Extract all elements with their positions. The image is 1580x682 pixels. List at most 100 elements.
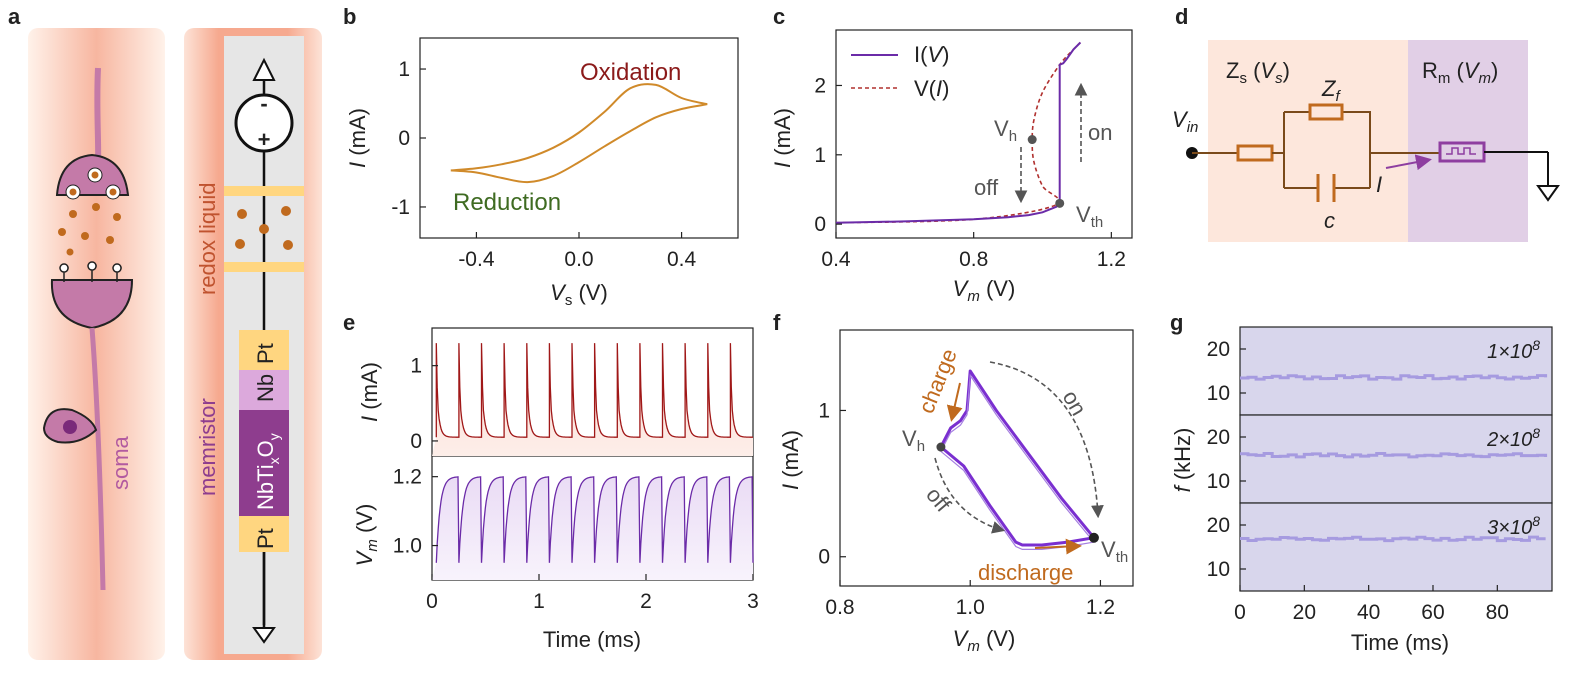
plot-g-row-3-ytick-label: 10	[1207, 558, 1230, 581]
memristor-label: memristor	[195, 398, 220, 496]
plot-f-frame	[839, 329, 1134, 587]
layer-pt-bottom	[239, 516, 289, 552]
plot-e-ylabel-top: I (mA)	[357, 362, 382, 422]
plot-g-row-3-xtick-label: 20	[1293, 601, 1316, 624]
on-arc-arrow	[989, 361, 1104, 519]
row-label-1: 1×108	[1487, 337, 1540, 363]
postsynaptic-terminal	[50, 279, 134, 330]
vh-label-main: V	[902, 426, 917, 451]
cv-curve	[450, 83, 708, 184]
plot-c-ylabel: I (mA)	[770, 108, 795, 168]
row-2-mantissa: 2	[1486, 429, 1498, 451]
frequency-trace-3	[1240, 535, 1546, 543]
plot-f-ylabel: I (mA)	[778, 430, 803, 490]
plot-b-ytick-label: 0	[398, 127, 410, 150]
plot-g-row-3-xtick-label: 60	[1421, 601, 1444, 624]
panel-label-a: a	[8, 4, 21, 29]
legend-vi-label: V(I)	[914, 76, 949, 101]
plot-c-xtick-label: 0.4	[821, 248, 851, 271]
legend-iv-pre: I(	[914, 42, 928, 67]
row-3-times: ×10	[1498, 517, 1532, 539]
i-label: I	[1376, 172, 1382, 197]
vh-label-sub: h	[1009, 128, 1017, 145]
current-arrow	[1385, 154, 1432, 171]
reduction-label: Reduction	[453, 189, 561, 216]
plot-g-xlabel: Time (ms)	[1351, 630, 1449, 655]
plot-g-row-2	[1239, 414, 1553, 504]
current-spike-trace	[435, 343, 753, 438]
plot-c-ytick-label: 1	[814, 144, 826, 167]
minus-sign: -	[260, 91, 267, 116]
rm-arg: V	[1464, 58, 1481, 83]
plot-e-ylabel-bottom-unit: (V)	[352, 504, 377, 539]
panel-d-circuit: Zs (Vs) Rm (Vm) Vin Zf c I	[1172, 40, 1560, 242]
plot-f-xtick-label: 0.8	[825, 596, 854, 619]
plot-c-ytick-label: 0	[814, 213, 826, 236]
plot-b-xlabel: Vs (V)	[550, 280, 608, 309]
on-label: on	[1088, 120, 1112, 145]
zs-sub: s	[1239, 70, 1247, 87]
off-label: off	[974, 175, 999, 200]
panel-label-d: d	[1175, 4, 1188, 29]
vh-point	[1027, 135, 1037, 145]
rm-region	[1408, 40, 1528, 242]
vth-label: Vth	[1076, 202, 1103, 231]
zs-main: Z	[1226, 58, 1239, 83]
row-1-exp: 8	[1532, 337, 1540, 353]
rm-main: R	[1422, 58, 1438, 83]
plot-g-row-1-ytick-label: 10	[1207, 382, 1230, 405]
plot-g-ylabel: f (kHz)	[1170, 428, 1195, 493]
vh-label-sub: h	[917, 438, 925, 455]
rm-arg-post: )	[1491, 58, 1498, 83]
plot-c-xlabel-unit: (V)	[980, 276, 1015, 301]
plot-g-row-1	[1239, 326, 1553, 416]
vth-point	[1055, 198, 1065, 208]
rm-label: Rm (Vm)	[1422, 58, 1498, 87]
plot-b-xlabel-unit: (V)	[572, 280, 607, 305]
plot-f-xlabel: Vm (V)	[953, 626, 1016, 655]
plot-b-xlabel-sub: s	[565, 292, 573, 309]
plot-f-xtick-label: 1.0	[956, 596, 985, 619]
frequency-trace-1	[1240, 374, 1548, 381]
row-1-times: ×10	[1498, 341, 1532, 363]
zs-arg-post: )	[1283, 58, 1290, 83]
plot-g-row-3-xtick-label: 40	[1357, 601, 1380, 624]
bottom-terminal-arrow-icon	[252, 627, 276, 644]
plot-b-ylabel: I (mA)	[345, 108, 370, 168]
plot-e-bottom-ytick-label: 1.0	[393, 535, 422, 558]
plot-b-ytick-label: -1	[391, 196, 410, 219]
plot-c-xtick-label: 0.8	[959, 248, 988, 271]
redox-dots	[235, 206, 293, 250]
discharge-label: discharge	[978, 560, 1073, 585]
panel-f-loop-plot: charge discharge on off Vh Vth 0.8 1.0 1.2…	[778, 329, 1134, 655]
zf-resistor-icon	[1308, 103, 1344, 121]
plot-b-ytick-label: 1	[398, 58, 410, 81]
layer-nb	[239, 370, 289, 410]
legend-vi-pre: V(	[914, 76, 937, 101]
vh-label-main: V	[994, 116, 1009, 141]
plot-g-row-2-ytick-label: 20	[1207, 426, 1230, 449]
soma-nucleus	[63, 420, 77, 434]
charge-arrow	[946, 382, 963, 422]
legend-iv-post: )	[942, 42, 949, 67]
plot-e-ylabel-bottom: Vm (V)	[352, 504, 381, 567]
plot-e-bottom-ytick-label: 1.2	[393, 466, 422, 489]
redox-liquid-label: redox liquid	[195, 182, 220, 295]
plot-f-ytick-label: 0	[818, 546, 830, 569]
zs-label: Zs (Vs)	[1226, 58, 1290, 87]
plot-g-row-3-xtick-label: 80	[1486, 601, 1509, 624]
o-text: O	[253, 440, 278, 457]
off-label: off	[921, 482, 956, 517]
legend-iv-label: I(V)	[914, 42, 949, 67]
plot-c-ytick-label: 2	[814, 74, 826, 97]
layer-label-nbtixoy: NbTixOy	[253, 433, 282, 510]
panel-e-spike-plot: 0 1 0 1 2 3 1.0 1.2 Time (ms) I (mA) Vm (V)	[352, 327, 759, 652]
neurotransmitter-dots	[58, 203, 121, 256]
discharge-arrow	[1034, 538, 1082, 555]
x-sub: x	[266, 457, 282, 464]
zf-main: Z	[1321, 76, 1337, 101]
panel-b-cv-plot: Oxidation Reduction -0.4 0.0 0.4 -1 0 1 Vs (V…	[345, 37, 739, 309]
vi-dashed-curve	[835, 41, 1081, 224]
plot-e-top-ytick-label: 0	[410, 430, 422, 453]
vh-label: Vh	[902, 426, 925, 455]
